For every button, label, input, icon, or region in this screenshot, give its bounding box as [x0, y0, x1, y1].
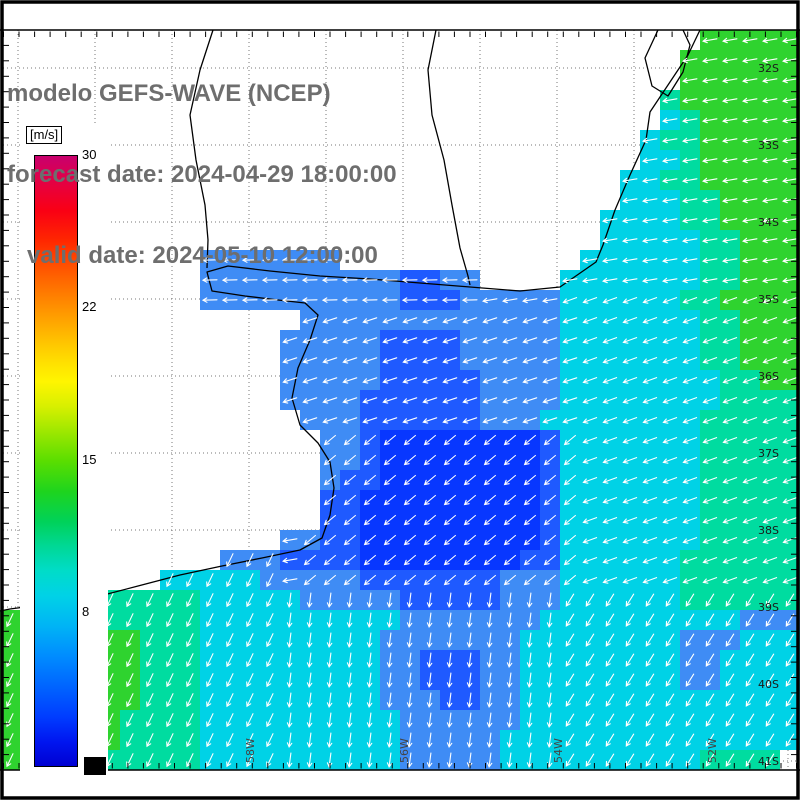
svg-text:39S: 39S — [758, 601, 779, 614]
svg-text:52W: 52W — [706, 738, 719, 763]
coastline — [0, 29, 701, 612]
svg-text:54W: 54W — [552, 738, 565, 763]
colorbar-tick-label-30: 30 — [82, 147, 97, 162]
colorbar-tick-label-22: 22 — [82, 299, 97, 314]
frame-ticks — [3, 29, 797, 771]
colorbar-gradient — [34, 155, 78, 767]
colorbar-tick-label-8: 8 — [82, 604, 90, 619]
svg-text:37S: 37S — [758, 447, 779, 460]
colorbar-tick-label-15: 15 — [82, 452, 97, 467]
svg-text:33S: 33S — [758, 139, 779, 152]
svg-text:40S: 40S — [758, 678, 779, 691]
valid-date: valid date: 2024-05-10 12:00:00 — [7, 242, 378, 269]
title-block: modelo GEFS-WAVE (NCEP) forecast date: 2… — [7, 26, 397, 323]
colorbar-zero-marker: 0 — [84, 757, 106, 775]
svg-text:36S: 36S — [758, 370, 779, 383]
colorbar: [m/s] 30 22 15 8 0 — [20, 124, 108, 775]
latitude-labels: 32S 33S 34S 35S 36S 37S 38S 39S 40S 41S — [758, 62, 779, 768]
svg-text:38S: 38S — [758, 524, 779, 537]
svg-text:32S: 32S — [758, 62, 779, 75]
svg-text:34S: 34S — [758, 216, 779, 229]
colorbar-tick-label-0: 0 — [91, 759, 99, 773]
forecast-date: forecast date: 2024-04-29 18:00:00 — [7, 161, 397, 188]
model-name: modelo GEFS-WAVE (NCEP) — [7, 80, 331, 107]
svg-text:35S: 35S — [758, 293, 779, 306]
svg-text:41S: 41S — [758, 755, 779, 768]
svg-text:58W: 58W — [244, 738, 257, 763]
svg-text:56W: 56W — [398, 738, 411, 763]
colorbar-unit-label: [m/s] — [26, 126, 63, 144]
